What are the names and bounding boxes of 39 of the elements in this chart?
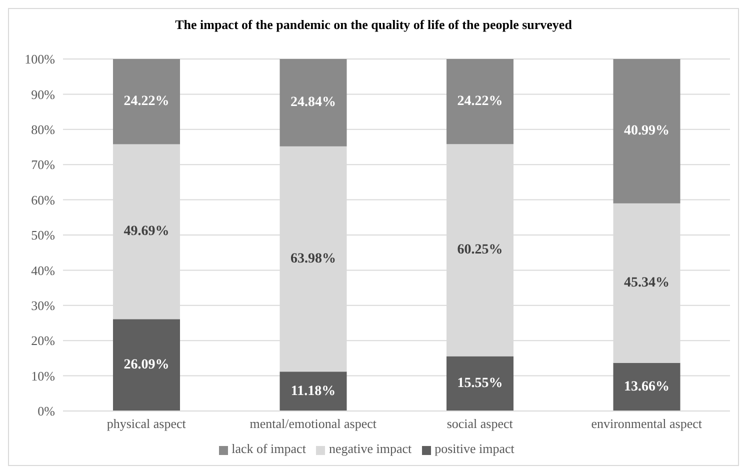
data-label: 24.22% (457, 94, 503, 110)
data-label: 63.98% (290, 252, 336, 267)
bar (113, 59, 180, 144)
data-label: 60.25% (457, 242, 503, 258)
bar (613, 362, 680, 411)
x-tick-label: mental/emotional aspect (250, 416, 377, 432)
bar (613, 59, 680, 204)
y-tick-label: 60% (31, 192, 56, 208)
y-tick-label: 10% (31, 368, 56, 384)
x-tick-label: social aspect (446, 416, 514, 432)
data-label: 15.55% (457, 376, 503, 392)
y-tick-label: 100% (24, 52, 56, 67)
data-label: 24.84% (290, 95, 336, 110)
y-tick-label: 30% (31, 298, 56, 314)
data-label: 26.09% (124, 358, 170, 373)
y-tick-label: 20% (31, 333, 56, 348)
data-label: 13.66% (624, 379, 670, 394)
bar (446, 356, 514, 411)
y-tick-label: 50% (31, 228, 56, 243)
y-tick-label: 40% (31, 262, 56, 278)
legend-label: lack of impact (232, 441, 306, 456)
legend-label: negative impact (328, 441, 412, 456)
y-tick-label: 70% (31, 157, 56, 172)
y-tick-label: 80% (31, 122, 56, 138)
chart-title: The impact of the pandemic on the quality of life of the people surveyed (174, 17, 573, 33)
bar (280, 59, 347, 146)
data-label: 49.69% (124, 224, 170, 240)
bar (113, 319, 180, 411)
data-label: 45.34% (624, 276, 670, 291)
data-label: 40.99% (624, 124, 670, 139)
bar (446, 59, 514, 144)
data-label: 11.18% (290, 384, 336, 399)
y-tick-label: 0% (38, 404, 56, 419)
bar (280, 372, 347, 411)
legend-label: positive impact (434, 441, 514, 456)
data-label: 24.22% (124, 94, 170, 110)
x-tick-label: physical aspect (106, 416, 186, 432)
x-tick-label: environmental aspect (591, 416, 702, 432)
y-tick-label: 90% (31, 86, 56, 102)
